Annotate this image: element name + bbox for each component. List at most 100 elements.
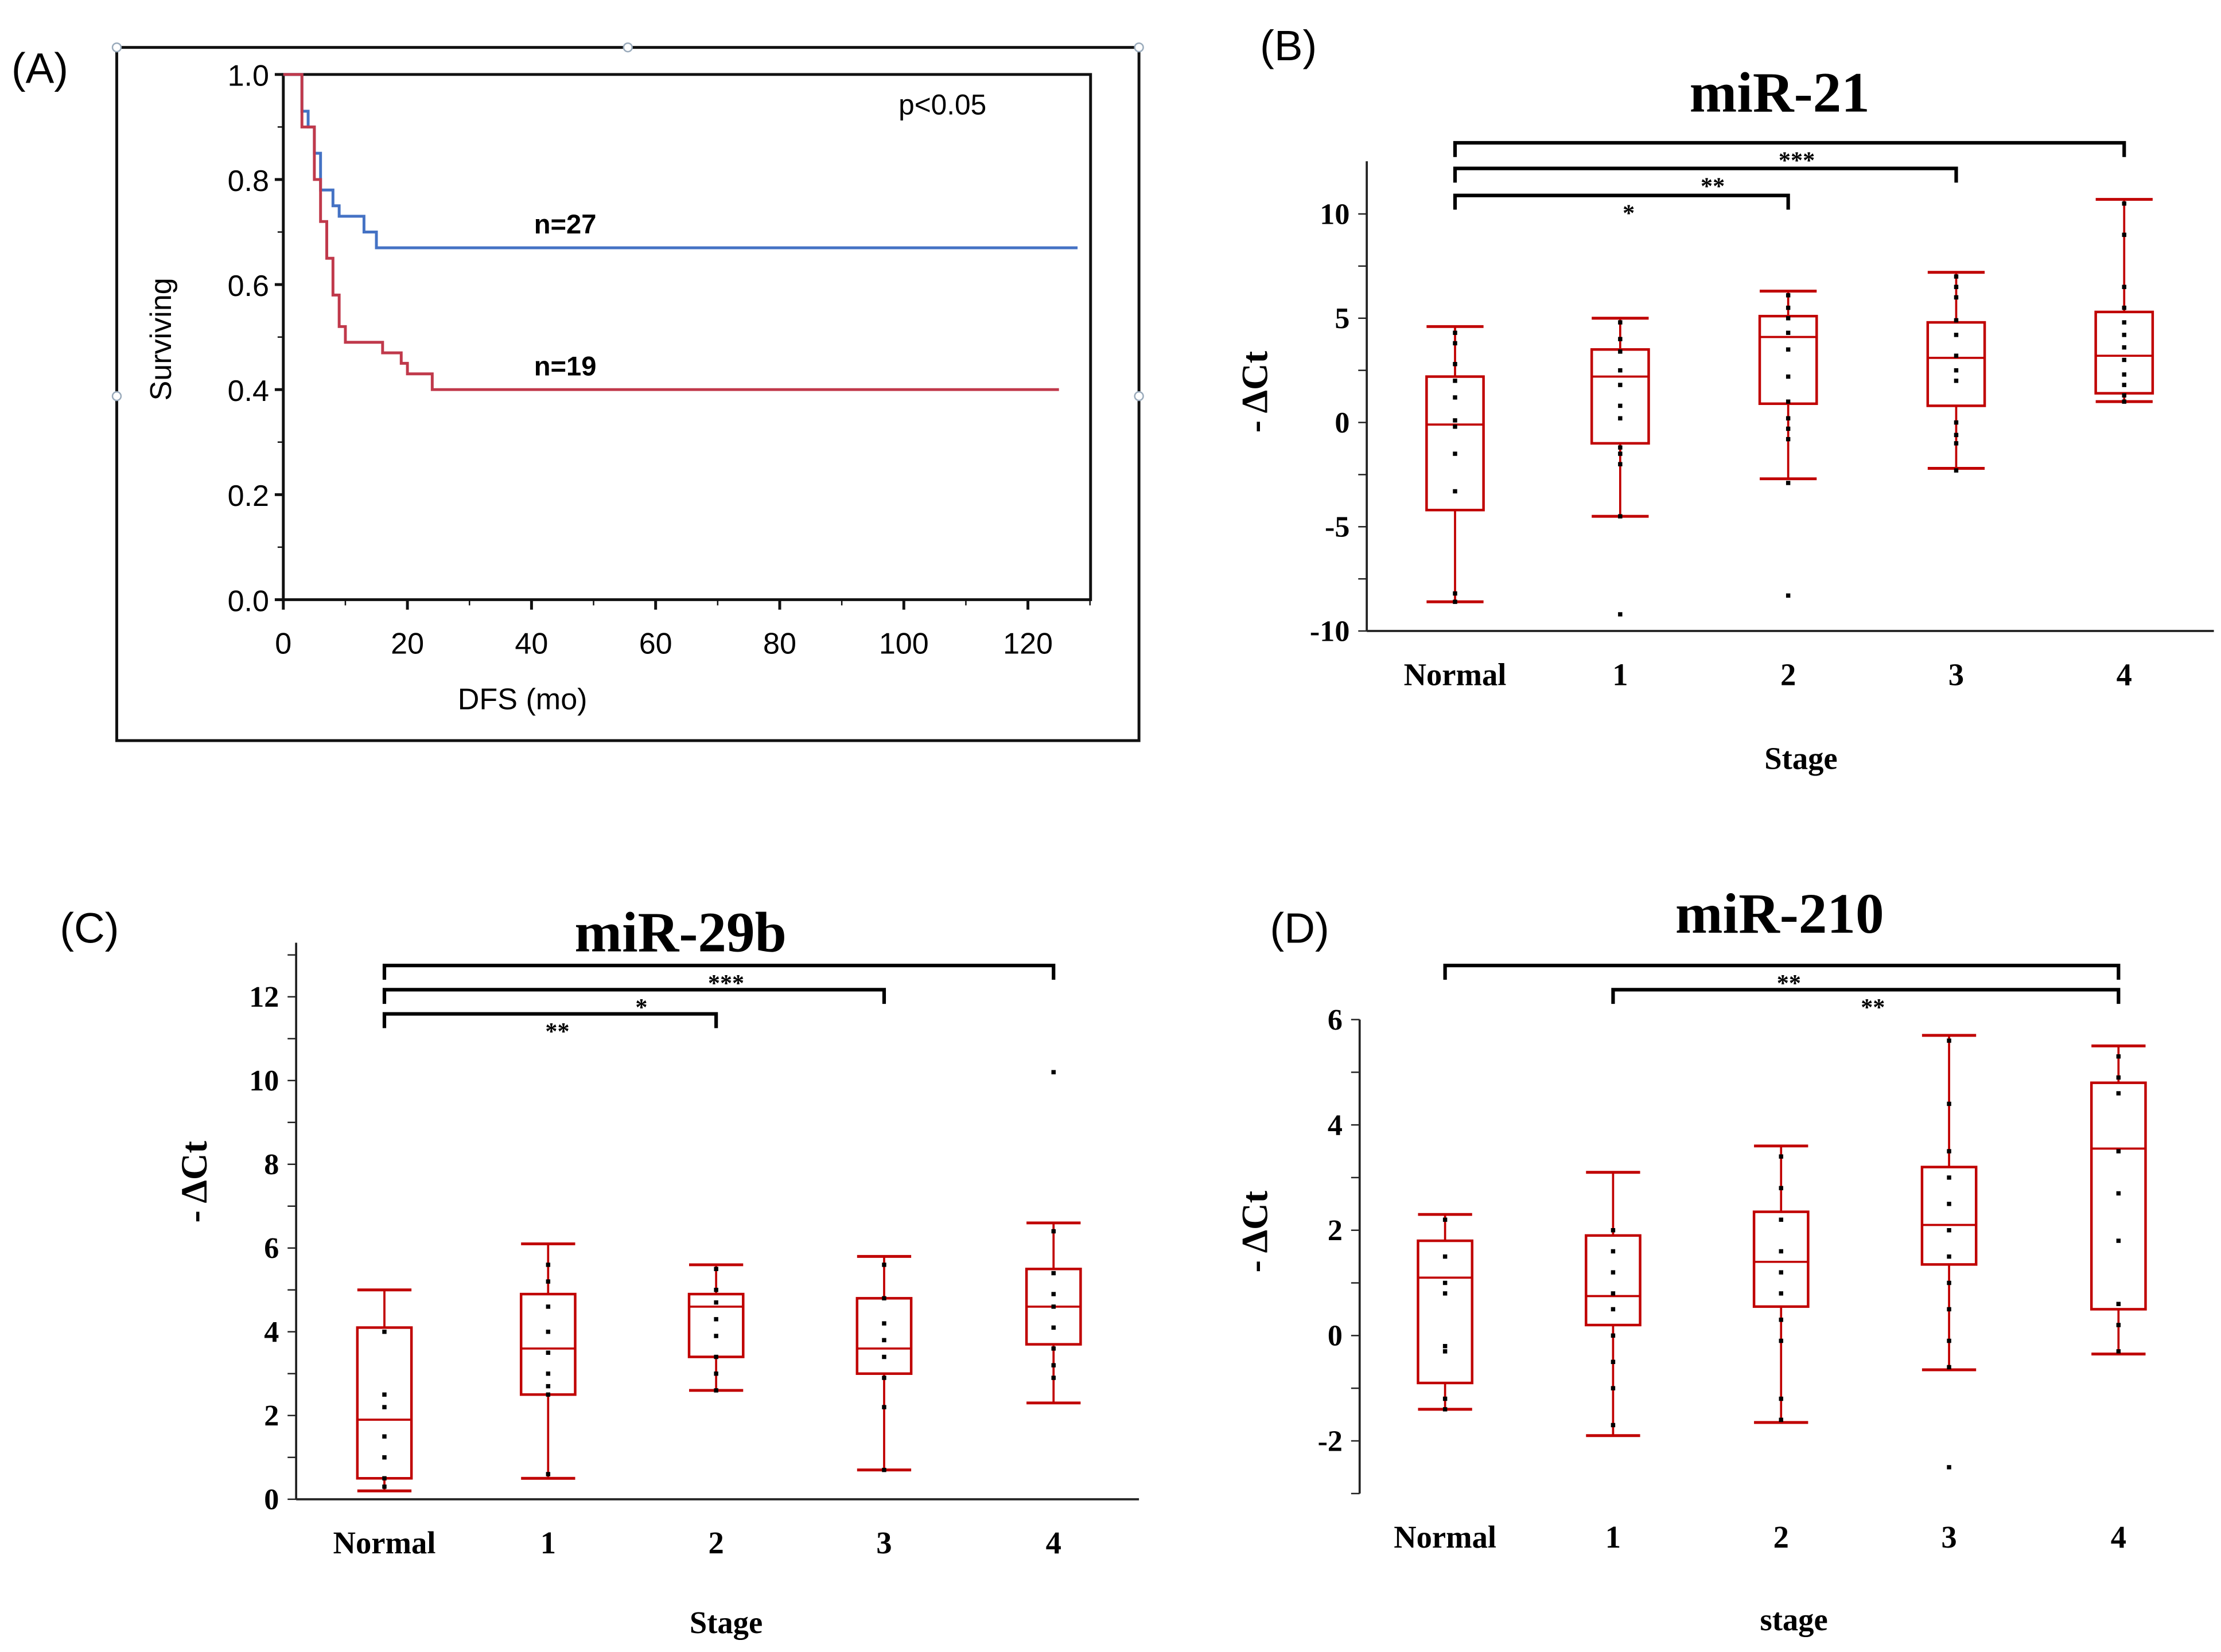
- survival-curve-0: [283, 73, 1078, 250]
- data-point: [882, 1376, 886, 1380]
- data-point: [714, 1267, 718, 1271]
- data-point: [546, 1384, 551, 1389]
- data-point: [2116, 1075, 2121, 1080]
- data-point: [1947, 1280, 1951, 1285]
- data-point: [882, 1296, 886, 1301]
- significance-bracket: [1443, 964, 2121, 980]
- data-point: [1954, 420, 1959, 425]
- box-2: [1752, 1144, 1810, 1424]
- significance-label: **: [1861, 994, 1885, 1021]
- x-tick-label: 2: [1773, 1519, 1789, 1554]
- data-point: [1051, 1363, 1056, 1367]
- y-tick-label: 0.6: [228, 270, 269, 303]
- y-tick-label: 10: [249, 1065, 279, 1097]
- y-tick-label: 1.0: [228, 60, 269, 93]
- series-label: n=19: [534, 350, 597, 381]
- data-point: [1618, 445, 1623, 450]
- box-3: [855, 1254, 913, 1472]
- data-point: [1954, 368, 1959, 373]
- iqr-box: [1590, 348, 1650, 445]
- data-point: [1618, 349, 1623, 354]
- y-axis-label: - ΔCt: [174, 1141, 215, 1223]
- series-label: n=27: [534, 209, 597, 239]
- data-point: [1779, 1154, 1783, 1159]
- data-point: [1618, 368, 1623, 373]
- data-point: [2122, 393, 2126, 398]
- iqr-box: [1752, 1210, 1810, 1308]
- y-tick-label: 0: [1328, 1320, 1343, 1353]
- y-tick-label: 2: [1328, 1214, 1343, 1247]
- y-axis-label: - ΔCt: [1234, 1190, 1275, 1272]
- p-value-annotation: p<0.05: [898, 88, 986, 120]
- x-tick-label: Normal: [1394, 1519, 1496, 1554]
- data-point: [382, 1485, 387, 1489]
- significance-bracket: [1453, 166, 1958, 183]
- data-point: [714, 1288, 718, 1292]
- y-tick-label: 8: [264, 1148, 279, 1181]
- survival-curve-1: [283, 73, 1059, 391]
- data-point: [1453, 330, 1457, 335]
- data-point: [2122, 305, 2126, 310]
- data-point: [1611, 1291, 1616, 1296]
- data-point: [2122, 201, 2126, 206]
- data-point: [1611, 1423, 1616, 1428]
- data-point: [714, 1372, 718, 1376]
- data-point: [382, 1392, 387, 1397]
- data-point: [714, 1388, 718, 1393]
- iqr-box: [1920, 1166, 1978, 1266]
- data-point: [882, 1263, 886, 1267]
- significance-bracket: [382, 1012, 718, 1028]
- significance-bracket: [1453, 193, 1790, 210]
- data-point: [1786, 426, 1791, 431]
- y-tick-label: 0.0: [228, 585, 269, 618]
- data-point: [1786, 347, 1791, 352]
- data-point: [1453, 489, 1457, 494]
- x-tick-label: 3: [1948, 657, 1964, 692]
- data-point: [546, 1279, 551, 1284]
- data-point: [714, 1334, 718, 1338]
- data-point: [1779, 1249, 1783, 1254]
- data-point: [1954, 433, 1959, 438]
- x-tick-label: 80: [763, 628, 796, 661]
- iqr-box: [1417, 1239, 1474, 1385]
- data-point: [2116, 1149, 2121, 1154]
- data-point: [546, 1372, 551, 1376]
- data-point: [1453, 424, 1457, 429]
- x-axis-label: DFS (mo): [458, 683, 588, 716]
- significance-label: *: [1623, 200, 1635, 227]
- significance-label: **: [545, 1018, 569, 1045]
- outlier-point: [1947, 1465, 1951, 1470]
- y-axis-label: Surviving: [145, 278, 178, 400]
- data-point: [1442, 1407, 1448, 1412]
- data-point: [1779, 1270, 1783, 1275]
- x-tick-label: 4: [2111, 1519, 2126, 1554]
- data-point: [1954, 318, 1959, 323]
- x-tick-label: 40: [515, 628, 548, 661]
- data-point: [882, 1467, 886, 1472]
- data-point: [382, 1455, 387, 1460]
- box-4: [2094, 198, 2154, 404]
- frame-handle: [111, 42, 122, 53]
- data-point: [1779, 1318, 1783, 1322]
- y-tick-label: 0.4: [228, 375, 269, 408]
- data-point: [1442, 1217, 1448, 1222]
- y-tick-label: 0: [264, 1483, 279, 1516]
- data-point: [1954, 333, 1959, 337]
- panel-label: (B): [1260, 22, 1317, 69]
- data-point: [1611, 1270, 1616, 1275]
- iqr-box: [1585, 1234, 1642, 1327]
- data-point: [1453, 599, 1457, 604]
- data-point: [1051, 1346, 1056, 1351]
- data-point: [546, 1350, 551, 1355]
- x-tick-label: 1: [1612, 657, 1628, 692]
- chart-title: miR-210: [1675, 883, 1884, 945]
- box-4: [2090, 1044, 2147, 1355]
- data-point: [1786, 293, 1791, 298]
- box-1: [1585, 1171, 1642, 1437]
- data-point: [2122, 383, 2126, 387]
- data-point: [2122, 372, 2126, 377]
- box-1: [1590, 317, 1650, 617]
- x-tick-label: 3: [876, 1525, 892, 1560]
- significance-label: ***: [708, 970, 744, 997]
